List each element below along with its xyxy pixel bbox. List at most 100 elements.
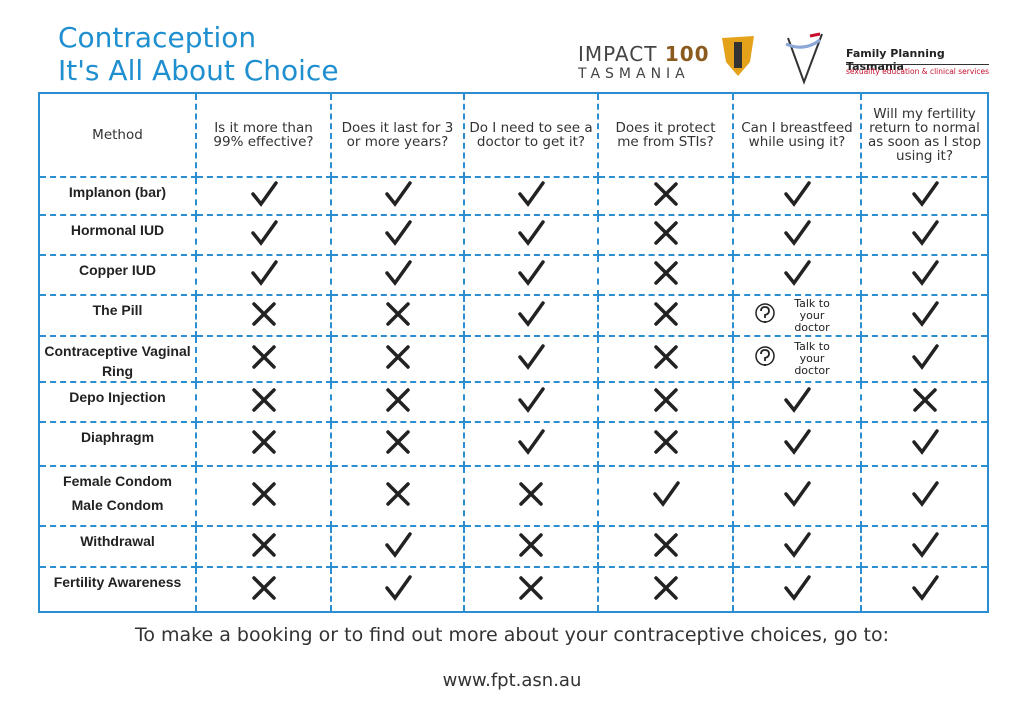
method-row: Female Condom Male Condom xyxy=(38,465,989,527)
cross-stroke xyxy=(519,482,543,506)
cross-mark xyxy=(251,430,276,454)
org-name: Family Planning Tasmania xyxy=(846,47,945,73)
question-icon xyxy=(755,302,775,323)
check-mark xyxy=(911,181,939,207)
method-name: Copper IUD xyxy=(79,262,156,278)
title: Contraception xyxy=(58,21,257,54)
answer-cell xyxy=(732,465,862,527)
cross-mark xyxy=(251,301,276,326)
footer-text: To make a booking or to find out more ab… xyxy=(134,624,890,646)
check-stroke xyxy=(250,181,278,207)
check-stroke xyxy=(784,429,811,455)
column-header: Is it more than 99% effective? xyxy=(195,92,332,178)
answer-cell xyxy=(330,214,465,256)
answer-cell xyxy=(860,566,989,613)
answer-cell xyxy=(597,254,734,296)
answer-cell: Talk to your doctor xyxy=(732,294,862,337)
check-mark xyxy=(518,260,545,286)
method-cell: Fertility Awareness xyxy=(38,566,197,613)
answer-cell xyxy=(860,176,989,216)
check-mark xyxy=(911,344,939,370)
check-mark xyxy=(384,574,412,601)
check-stroke xyxy=(911,344,939,370)
answer-cell xyxy=(463,254,599,296)
answer-cell xyxy=(597,525,734,568)
cross-mark xyxy=(912,388,937,412)
cross-mark xyxy=(385,482,410,506)
check-stroke xyxy=(518,260,545,286)
cross-mark xyxy=(653,430,678,454)
cross-mark xyxy=(653,182,678,206)
answer-cell xyxy=(195,254,332,296)
cross-stroke xyxy=(385,430,410,454)
cross-mark xyxy=(653,532,678,557)
answer-cell xyxy=(330,254,465,296)
answer-cell xyxy=(597,294,734,337)
ask-text: Talk to your doctor xyxy=(794,340,830,377)
cross-mark xyxy=(385,301,410,326)
check-stroke xyxy=(784,387,811,413)
answer-cell xyxy=(597,335,734,383)
check-mark xyxy=(784,181,811,207)
check-stroke xyxy=(784,220,811,246)
cross-stroke xyxy=(653,388,678,412)
column-header: Method xyxy=(38,92,197,178)
answer-cell xyxy=(463,335,599,383)
answer-cell xyxy=(860,465,989,527)
method-cell: Hormonal IUD xyxy=(38,214,197,256)
cross-mark xyxy=(519,575,543,600)
answer-cell xyxy=(330,566,465,613)
fpt-icon xyxy=(785,32,823,85)
check-stroke xyxy=(384,531,412,558)
cross-stroke xyxy=(251,430,276,454)
question-glyph xyxy=(760,305,770,323)
answer-cell xyxy=(463,381,599,423)
check-stroke xyxy=(384,260,412,286)
answer-cell xyxy=(195,294,332,337)
cross-stroke xyxy=(912,388,937,412)
ask-text: Talk to your doctor xyxy=(794,296,830,334)
logo-place: TASMANIA xyxy=(578,66,690,82)
check-mark xyxy=(518,220,545,246)
check-stroke xyxy=(911,481,939,507)
question-glyph xyxy=(760,349,770,366)
check-stroke xyxy=(384,574,412,601)
answer-cell xyxy=(732,566,862,613)
check-mark xyxy=(784,220,811,246)
cross-stroke xyxy=(653,221,678,245)
cross-stroke xyxy=(519,532,543,557)
cross-mark xyxy=(385,430,410,454)
logo-number: 100 xyxy=(664,42,710,66)
method-name: Contraceptive Vaginal Ring xyxy=(44,343,191,379)
check-stroke xyxy=(784,260,811,286)
answer-cell xyxy=(195,176,332,216)
answer-cell xyxy=(732,254,862,296)
answer-cell xyxy=(860,381,989,423)
check-mark xyxy=(784,574,811,601)
cross-mark xyxy=(519,482,543,506)
method-cell: Implanon (bar) xyxy=(38,176,197,216)
cross-stroke xyxy=(653,301,678,326)
cross-stroke xyxy=(385,345,410,369)
check-mark xyxy=(384,181,412,207)
answer-cell xyxy=(597,421,734,467)
check-mark xyxy=(652,481,680,507)
answer-cell xyxy=(463,214,599,256)
method-row: Contraceptive Vaginal Ring Talk to your d… xyxy=(38,335,989,383)
column-header: Can I breastfeed while using it? xyxy=(732,92,862,178)
cross-stroke xyxy=(653,532,678,557)
check-mark xyxy=(911,574,939,601)
cross-stroke xyxy=(251,575,276,600)
check-mark xyxy=(250,181,278,207)
check-stroke xyxy=(518,344,545,370)
check-stroke xyxy=(911,574,939,601)
check-mark xyxy=(518,387,545,413)
check-mark xyxy=(384,260,412,286)
check-stroke xyxy=(518,387,545,413)
answer-cell xyxy=(860,525,989,568)
cross-stroke xyxy=(385,301,410,326)
method-cell: Contraceptive Vaginal Ring xyxy=(38,335,197,383)
answer-cell xyxy=(597,176,734,216)
org-tagline: sexuality education & clinical services xyxy=(846,64,990,76)
